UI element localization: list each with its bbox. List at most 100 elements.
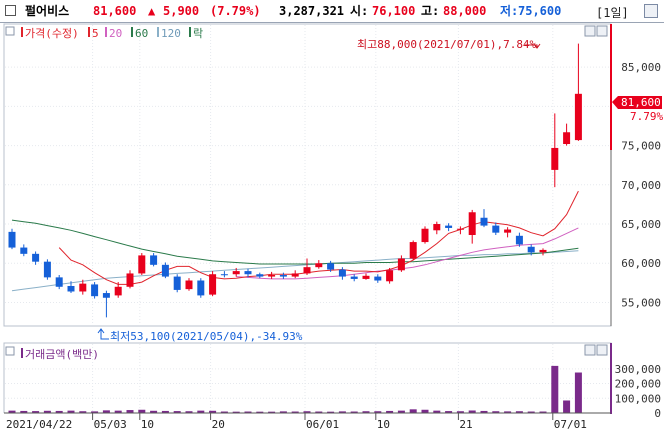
volume-bar [32, 411, 40, 413]
candle-up [315, 263, 323, 268]
candle-down [102, 293, 110, 298]
ma20-marker [105, 27, 107, 37]
date-label: 05/03 [94, 418, 127, 431]
candle-up [114, 286, 122, 296]
candle-down [445, 225, 453, 228]
volume-maximize-button[interactable] [596, 344, 608, 356]
volume-bar [504, 411, 512, 413]
volume-bar [8, 410, 16, 413]
volume-bar [114, 410, 122, 413]
date-label: 06/01 [306, 418, 339, 431]
volume-legend: 거래금액(백만) [21, 348, 99, 361]
low-price: 75,600 [518, 4, 562, 18]
price-tick-label: 75,000 [621, 140, 661, 153]
volume-bar [303, 411, 311, 413]
current-price-tag-price: 81,600 [621, 96, 661, 109]
ma20-line [236, 227, 579, 280]
volume-panel [3, 342, 612, 415]
moving-average-lines [11, 190, 579, 292]
volume-bar [515, 411, 523, 413]
high-price: 88,000 [443, 4, 487, 18]
candle-up [209, 274, 217, 295]
minimize-panel-button[interactable] [584, 25, 596, 37]
candle-down [150, 255, 158, 265]
stock-header-bar: 펄어비스 81,600 ▲ 5,900 (7.79%) 3,287,321 시:… [0, 0, 664, 23]
volume-bar [315, 411, 323, 413]
volume-minimize-button[interactable] [584, 344, 596, 356]
candle-up [268, 275, 276, 277]
price-legend-marker [21, 27, 23, 37]
volume-bar [67, 410, 75, 413]
candle-down [492, 225, 500, 233]
candle-up [504, 229, 512, 233]
low-label: 저: [500, 4, 519, 18]
ma20-label: 20 [109, 27, 122, 40]
volume-bar [79, 411, 87, 413]
volume-bar [220, 411, 228, 413]
candle-down [197, 280, 205, 296]
low-annotation: 최저53,100(2021/05/04),-34.93% [110, 330, 303, 343]
candle-up [79, 283, 87, 292]
date-label: 21 [459, 418, 472, 431]
period-selector[interactable]: [1일] [596, 6, 629, 20]
volume-bar [563, 400, 571, 413]
ma60-marker [131, 27, 133, 37]
volume-panel-select-checkbox[interactable] [5, 346, 15, 356]
price-change: 5,900 [163, 4, 200, 18]
candle-up [362, 275, 370, 279]
candle-up [551, 147, 559, 170]
volume-bar [445, 411, 453, 413]
volume-bar [185, 411, 193, 413]
ma5-marker [88, 27, 90, 37]
volume-bar [197, 410, 205, 413]
candle-up [468, 212, 476, 236]
candle-up [433, 224, 441, 231]
candle-up [409, 242, 417, 259]
volume-bar [539, 411, 547, 413]
volume-bars [8, 365, 582, 413]
candle-up [232, 271, 240, 275]
volume-bar [386, 410, 394, 413]
volume-bar [468, 410, 476, 413]
candle-up [397, 258, 405, 271]
price-tick-label: 70,000 [621, 179, 661, 192]
ma120-marker [157, 27, 159, 37]
candle-up [574, 93, 582, 141]
open-label: 시: [350, 4, 369, 18]
candle-down [515, 235, 523, 245]
price-tick-label: 65,000 [621, 218, 661, 231]
date-label: 10 [141, 418, 154, 431]
volume-bar [232, 411, 240, 413]
volume-bar [421, 409, 429, 413]
ma120-line [11, 250, 579, 292]
volume-bar [43, 410, 51, 413]
price-tick-label: 55,000 [621, 296, 661, 309]
volume-bar [456, 411, 464, 413]
candle-up [563, 132, 571, 145]
candle-down [91, 284, 99, 297]
price-panel-select-checkbox[interactable] [5, 26, 15, 36]
ma5-label: 5 [92, 27, 99, 40]
volume-bar [102, 410, 110, 413]
candle-down [350, 276, 358, 279]
date-axis-bg [0, 413, 664, 433]
candle-down [527, 246, 535, 253]
candle-up [386, 270, 394, 282]
volume-bar [126, 410, 134, 413]
high-arrow-icon [525, 43, 541, 49]
candle-down [8, 231, 16, 248]
candle-up [126, 273, 134, 287]
candle-down [32, 253, 40, 262]
select-checkbox[interactable] [5, 5, 16, 16]
maximize-panel-button[interactable] [596, 25, 608, 37]
candle-down [43, 261, 51, 278]
chart-menu-button[interactable] [644, 4, 658, 18]
volume-value: 3,287,321 [279, 4, 345, 18]
candle-down [67, 285, 75, 292]
candlestick-chart[interactable]: 가격(수정) 5 20 60 120 락 거래금액(백만) [0, 23, 664, 433]
candle-up [421, 228, 429, 243]
open-price: 76,100 [372, 4, 416, 18]
volume-bar [551, 365, 559, 413]
volume-legend-label: 거래금액(백만) [25, 348, 99, 361]
